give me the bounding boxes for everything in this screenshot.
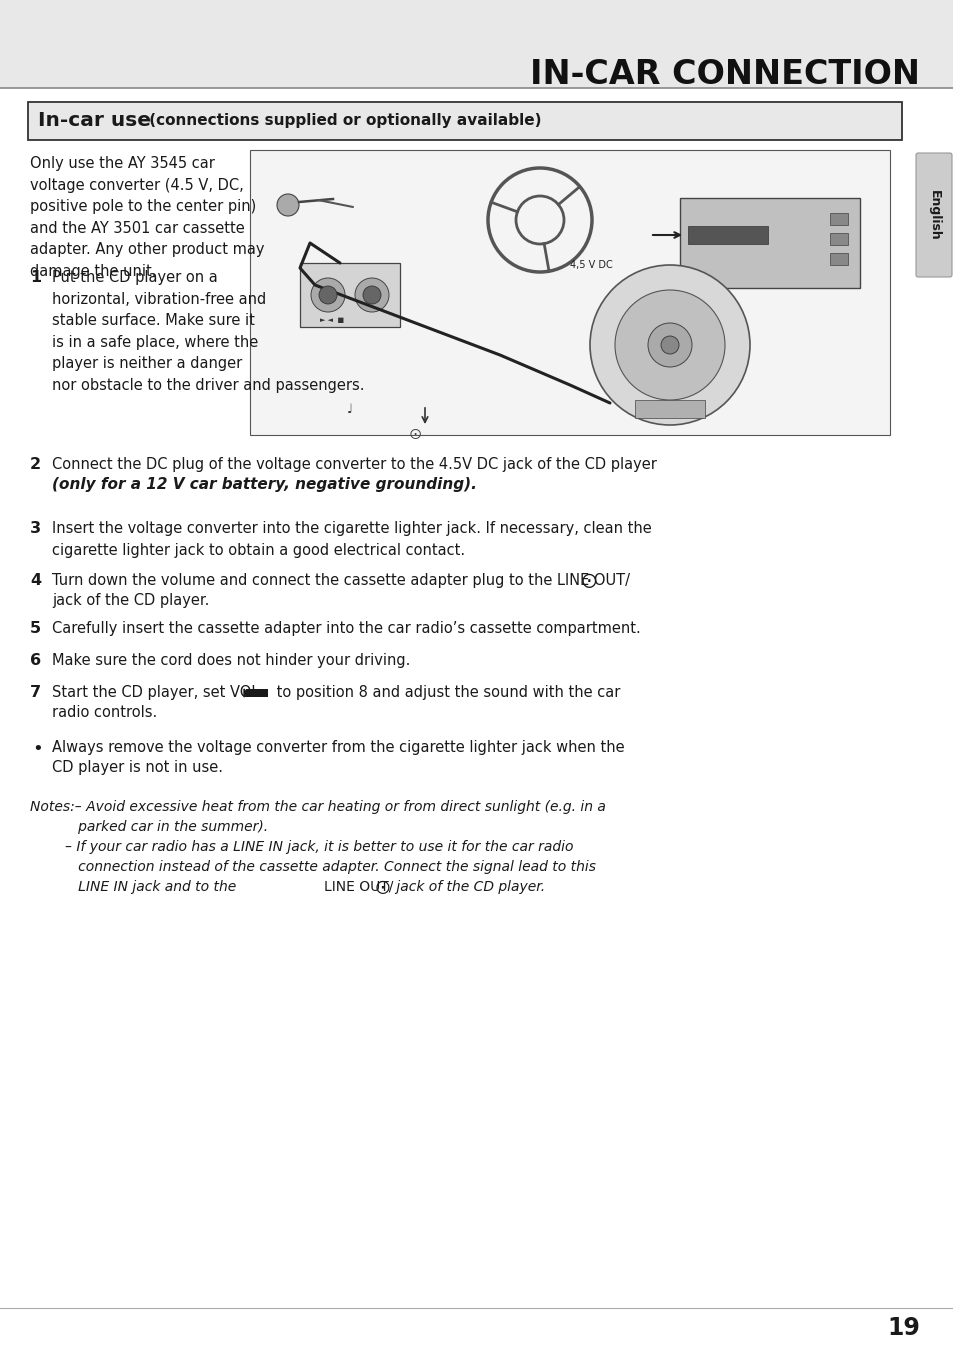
Circle shape [363, 285, 380, 304]
Text: Put the CD player on a
horizontal, vibration-free and
stable surface. Make sure : Put the CD player on a horizontal, vibra… [52, 271, 364, 393]
Circle shape [589, 265, 749, 425]
Text: 19: 19 [886, 1316, 919, 1341]
Text: (connections supplied or optionally available): (connections supplied or optionally avai… [144, 113, 541, 128]
Text: ► ◄  ■: ► ◄ ■ [319, 318, 344, 323]
Bar [687, 226, 767, 244]
Text: English: English [926, 190, 940, 241]
Text: LINE OUT/: LINE OUT/ [324, 880, 393, 894]
Bar [829, 213, 847, 225]
Text: Connect the DC plug of the voltage converter to the 4.5V DC jack of the CD playe: Connect the DC plug of the voltage conve… [52, 458, 657, 472]
Circle shape [615, 289, 724, 400]
Bar [28, 102, 901, 140]
Text: CD player is not in use.: CD player is not in use. [52, 760, 223, 775]
Bar [635, 400, 704, 419]
Text: In-car use: In-car use [38, 112, 151, 131]
Text: 5: 5 [30, 621, 41, 637]
Text: connection instead of the cassette adapter. Connect the signal lead to this: connection instead of the cassette adapt… [30, 860, 596, 874]
Text: parked car in the summer).: parked car in the summer). [30, 820, 268, 835]
Text: – If your car radio has a LINE IN jack, it is better to use it for the car radio: – If your car radio has a LINE IN jack, … [30, 840, 573, 853]
Text: LINE IN jack and to the: LINE IN jack and to the [30, 880, 240, 894]
Bar [0, 0, 953, 87]
Text: Start the CD player, set VOL: Start the CD player, set VOL [52, 685, 264, 700]
Text: ⨀: ⨀ [581, 573, 596, 588]
Polygon shape [244, 689, 247, 697]
Text: •: • [32, 740, 43, 758]
Text: ⨀: ⨀ [375, 880, 390, 894]
Text: Make sure the cord does not hinder your driving.: Make sure the cord does not hinder your … [52, 653, 410, 668]
Bar [679, 198, 859, 288]
Circle shape [660, 336, 679, 354]
Text: Always remove the voltage converter from the cigarette lighter jack when the: Always remove the voltage converter from… [52, 740, 624, 755]
Text: Notes:– Avoid excessive heat from the car heating or from direct sunlight (e.g. : Notes:– Avoid excessive heat from the ca… [30, 800, 605, 814]
Text: 1: 1 [30, 271, 41, 285]
Circle shape [355, 279, 389, 312]
Text: IN-CAR CONNECTION: IN-CAR CONNECTION [530, 58, 919, 90]
Circle shape [276, 194, 298, 215]
Bar [299, 262, 399, 327]
Text: radio controls.: radio controls. [52, 705, 157, 720]
Text: Insert the voltage converter into the cigarette lighter jack. If necessary, clea: Insert the voltage converter into the ci… [52, 521, 651, 557]
Text: Only use the AY 3545 car
voltage converter (4.5 V, DC,
positive pole to the cent: Only use the AY 3545 car voltage convert… [30, 156, 264, 279]
Text: Turn down the volume and connect the cassette adapter plug to the LINE OUT/: Turn down the volume and connect the cas… [52, 573, 629, 588]
Text: Carefully insert the cassette adapter into the car radio’s cassette compartment.: Carefully insert the cassette adapter in… [52, 621, 640, 637]
Text: ♩: ♩ [347, 402, 353, 416]
Text: 4: 4 [30, 573, 41, 588]
Text: 2: 2 [30, 458, 41, 472]
Text: (only for a 12 V car battery, negative grounding).: (only for a 12 V car battery, negative g… [52, 476, 476, 493]
Text: 4,5 V DC: 4,5 V DC [569, 260, 612, 271]
Circle shape [318, 285, 336, 304]
Text: ⨀: ⨀ [409, 429, 420, 439]
Bar [829, 233, 847, 245]
Text: 6: 6 [30, 653, 41, 668]
Text: jack of the CD player.: jack of the CD player. [392, 880, 544, 894]
Text: 7: 7 [30, 685, 41, 700]
Text: to position 8 and adjust the sound with the car: to position 8 and adjust the sound with … [272, 685, 619, 700]
Circle shape [647, 323, 691, 367]
FancyBboxPatch shape [915, 153, 951, 277]
Text: jack of the CD player.: jack of the CD player. [52, 594, 209, 608]
Bar [250, 149, 889, 435]
Text: 3: 3 [30, 521, 41, 536]
Bar [829, 253, 847, 265]
Circle shape [311, 279, 345, 312]
Bar [246, 689, 268, 697]
